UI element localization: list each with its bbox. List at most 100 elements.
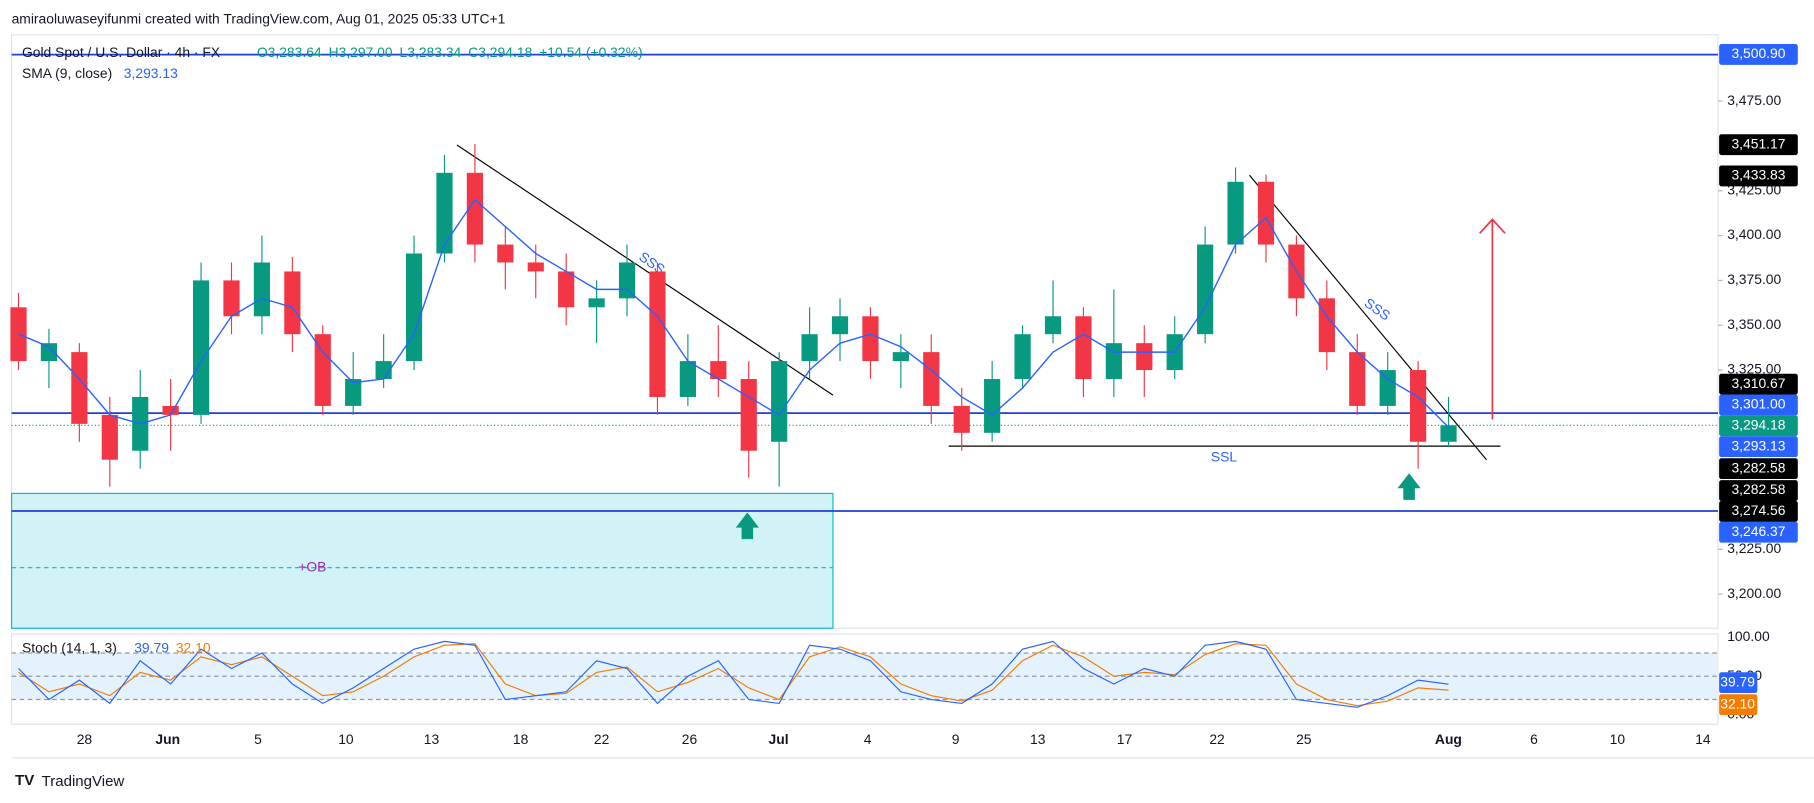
x-tick-label: 22 [594,731,610,747]
price-badge-label: 3,433.83 [1731,167,1785,183]
candle-body [1136,343,1153,371]
candle-body [984,379,1001,433]
candle-body [375,361,392,380]
candle-body [862,316,879,362]
ohlc-text: O3,283.64 [257,44,322,60]
price-badge [1719,44,1798,65]
candle-body [1227,181,1244,245]
price-badge-label: 3,294.18 [1731,416,1785,432]
candle-body [71,352,88,424]
y-tick-label: 3,350.00 [1727,316,1781,332]
x-tick-label: 28 [77,731,93,747]
price-badge [1719,500,1798,522]
stoch-k [18,640,1449,708]
stoch-d [18,643,1449,707]
stoch-name: Stoch (14, 1, 3) [22,640,117,656]
ssl-label: SSL [1211,448,1238,464]
candle-body [405,253,423,362]
candle-body [649,271,666,397]
x-tick-label: 14 [1695,731,1711,747]
signal-arrow [1397,473,1421,500]
price-badge-label: 3,274.56 [1731,502,1785,518]
candle-body [1014,334,1031,380]
trendline [456,144,834,396]
price-badge [1719,415,1798,437]
candle-body [618,262,636,299]
tv-logo: TV [15,772,34,789]
x-tick-label: 17 [1117,731,1133,747]
ob-zone [10,492,834,629]
x-tick-label: 18 [513,731,529,747]
y-tick-label: 3,475.00 [1727,92,1781,108]
x-tick-label: Jul [769,731,789,747]
price-badge [1719,458,1798,480]
symbol-title: Gold Spot / U.S. Dollar · 4h · FX [22,44,220,60]
trendline [1248,174,1488,461]
candle-body [40,343,58,362]
ohlc-text: C3,294.18 [468,44,532,60]
x-tick-label: 22 [1209,731,1225,747]
stoch-badge-label: 32.10 [1720,695,1755,711]
stoch-d-text: 32.10 [176,640,211,656]
x-tick-label: 9 [952,731,960,747]
candle-body [1318,298,1335,353]
candle-body [223,280,240,317]
stoch-badge [1719,672,1758,694]
ob-label: +OB [298,558,326,574]
stoch-k-text: 39.79 [134,640,169,656]
price-badge [1719,521,1798,543]
sma-value: 3,293.13 [124,65,178,81]
stoch-tick-label: 100.00 [1727,628,1770,644]
price-badge-label: 3,282.58 [1731,459,1785,475]
x-tick-label: 26 [682,731,698,747]
candle-body [1349,352,1366,406]
x-tick-label: 10 [1610,731,1626,747]
price-badge-label: 3,293.13 [1731,437,1785,453]
ohlc-text: L3,283.34 [400,44,462,60]
price-badge-label: 3,301.00 [1731,396,1785,412]
candle-body [1075,316,1092,380]
price-badge-label: 3,500.90 [1731,45,1785,61]
sma-name: SMA (9, close) [22,65,112,81]
x-tick-label: Jun [155,731,180,747]
ohlc-text: H3,297.00 [329,44,393,60]
sma-line [18,198,1450,428]
candle-body [892,352,909,362]
candle-body [1257,181,1275,245]
price-badge [1719,134,1798,156]
candle-body [801,334,818,362]
credit: amiraoluwaseyifunmi created with Trading… [12,10,506,26]
candle-body [466,172,484,245]
candle-body [1044,316,1062,335]
x-tick-label: Aug [1435,731,1462,747]
price-badge-label: 3,310.67 [1731,375,1785,391]
x-tick-label: 10 [338,731,354,747]
price-badge [1719,165,1798,187]
candle-body [1440,425,1457,442]
x-tick-label: 25 [1296,731,1312,747]
y-tick-label: 3,375.00 [1727,271,1781,287]
candle-body [497,244,514,263]
price-badge [1719,373,1798,395]
x-tick-label: 13 [424,731,440,747]
price-badge-label: 3,451.17 [1731,135,1785,151]
candle-body [923,352,940,406]
candle-body [527,262,544,272]
candle-body [679,361,696,397]
ohlc-text: +10.54 (+0.32%) [539,44,642,60]
y-tick-label: 3,225.00 [1727,540,1781,556]
candle-body [1379,370,1396,406]
candle-body [10,307,27,362]
x-tick-label: 5 [254,731,262,747]
candle-body [740,379,757,451]
x-tick-label: 6 [1530,731,1538,747]
candle-body [953,405,970,433]
price-badge [1719,436,1798,458]
candle-body [162,405,179,415]
price-badge [1719,394,1798,416]
candle-body [1410,370,1427,442]
candle-body [710,361,727,380]
candle-body [1197,244,1214,335]
candle-body [192,280,210,415]
